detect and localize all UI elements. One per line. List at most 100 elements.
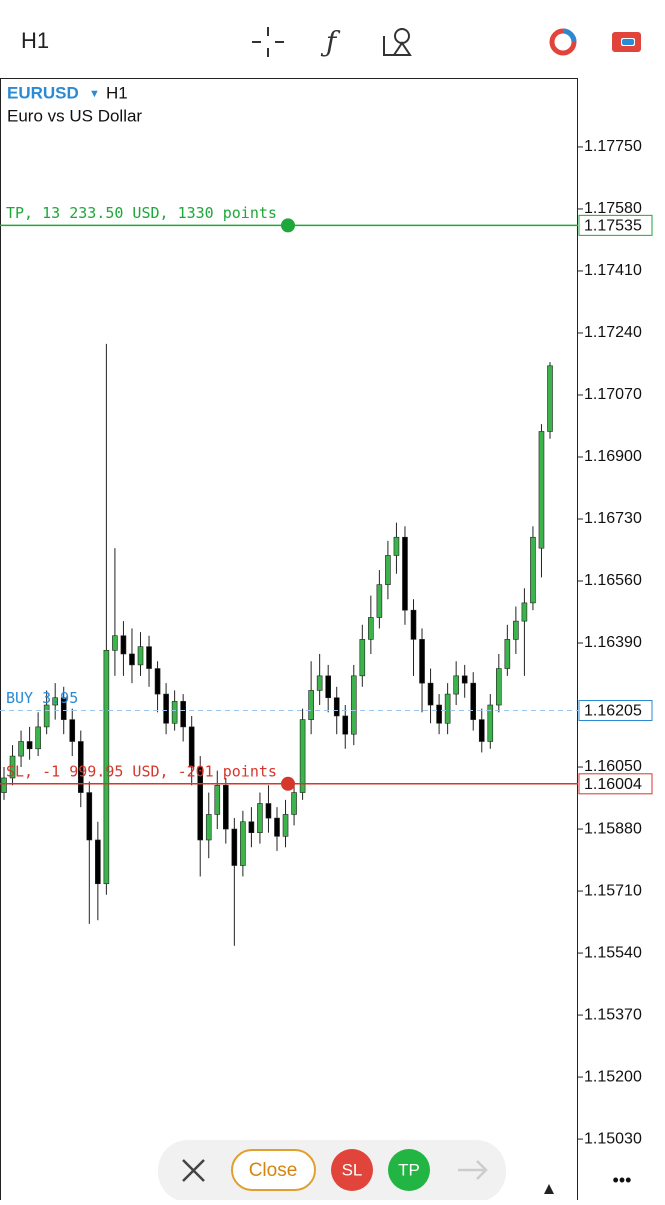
candle-body — [95, 839, 101, 885]
candle-body — [103, 650, 110, 885]
close-label[interactable]: Close — [249, 1160, 298, 1181]
candle-body — [180, 701, 186, 728]
candle-body — [496, 668, 502, 706]
candle-body — [240, 821, 246, 866]
candle-body — [43, 704, 50, 728]
y-tick-label: 1.15200 — [584, 1068, 642, 1085]
level-label: TP, 13 233.50 USD, 1330 points — [6, 204, 277, 222]
y-tick-label: 1.17070 — [584, 386, 642, 403]
trade-icon[interactable] — [549, 28, 577, 56]
candle-body — [470, 682, 477, 720]
candle-body — [342, 715, 349, 735]
chart-timeframe: H1 — [106, 83, 128, 102]
candle-body — [86, 792, 93, 841]
level-label: BUY 3.95 — [6, 689, 78, 707]
candle-body — [427, 682, 434, 706]
candle-body — [171, 701, 178, 724]
y-tick-label: 1.15710 — [584, 882, 642, 899]
objects-icon[interactable] — [383, 28, 412, 56]
price-axis: 1.17750 1.17580 1.17410 1.17240 1.17070 1.169… — [578, 138, 642, 1147]
level-price-box — [578, 699, 653, 721]
candle-body — [521, 602, 528, 622]
y-tick-label: 1.15370 — [584, 1006, 642, 1023]
candle-body — [410, 609, 417, 640]
candle-body — [231, 828, 238, 866]
candle-body — [26, 741, 33, 750]
candle-body — [359, 639, 366, 677]
candle-body — [282, 814, 289, 837]
candle-body — [538, 431, 545, 549]
sl-label[interactable]: SL — [342, 1160, 363, 1179]
candle-body — [248, 821, 255, 833]
candle-body — [214, 784, 221, 815]
candle-body — [368, 617, 374, 640]
candle-body — [291, 792, 297, 815]
level-price-box — [578, 773, 653, 795]
more-button[interactable]: ••• — [613, 1170, 632, 1190]
candle-body — [69, 719, 76, 742]
candle-body — [547, 365, 553, 432]
candle-body — [274, 817, 280, 837]
next-button[interactable] — [458, 1160, 488, 1180]
candle-body — [393, 536, 400, 556]
candle-body — [223, 784, 229, 830]
candle-body — [120, 635, 127, 655]
close-button[interactable] — [231, 1149, 316, 1191]
candle-body — [308, 690, 314, 720]
symbol-dropdown[interactable]: ▼ — [89, 88, 100, 100]
candle-body — [299, 719, 306, 793]
candle-body — [77, 741, 84, 793]
plot-frame — [0, 78, 578, 1205]
tp-button[interactable] — [388, 1149, 430, 1191]
level-handle[interactable] — [281, 776, 295, 791]
candle-body — [325, 675, 331, 699]
candle-body — [18, 741, 24, 757]
y-tick-label: 1.15540 — [584, 944, 642, 961]
candle-body — [436, 704, 442, 724]
crosshair-icon[interactable] — [252, 27, 284, 57]
candle-body — [154, 668, 161, 695]
cancel-button[interactable] — [182, 1159, 205, 1182]
candle-body — [205, 814, 212, 841]
candle-body — [453, 675, 459, 695]
level-price: 1.16004 — [584, 776, 642, 793]
candle-body — [376, 584, 383, 618]
level-handle[interactable] — [281, 218, 295, 233]
tp-label[interactable]: TP — [398, 1160, 420, 1179]
scroll-up-icon[interactable] — [544, 1184, 554, 1194]
candle-body — [530, 536, 536, 604]
candle-body — [419, 639, 425, 684]
y-tick-label: 1.17410 — [584, 262, 642, 279]
sl-button[interactable] — [331, 1149, 373, 1191]
candle-body — [350, 675, 357, 735]
candle-body — [35, 726, 41, 750]
candle-body — [513, 620, 519, 640]
y-tick-label: 1.16050 — [584, 758, 642, 775]
candle-body — [257, 803, 263, 833]
candle-body — [265, 803, 272, 819]
candle-body — [487, 704, 494, 742]
candle-body — [112, 635, 118, 651]
y-tick-label: 1.17750 — [584, 138, 642, 155]
level-price: 1.17535 — [584, 218, 642, 235]
timeframe-button[interactable]: H1 — [21, 28, 49, 53]
y-tick-label: 1.16730 — [584, 510, 642, 527]
candle-body — [444, 693, 451, 724]
level-price-box — [578, 214, 653, 236]
candle-body — [146, 646, 152, 669]
candle-body — [60, 697, 67, 720]
indicators-icon[interactable]: ƒ — [320, 26, 341, 59]
candle-body — [163, 693, 169, 724]
candles — [1, 343, 553, 946]
account-icon[interactable] — [612, 32, 641, 52]
candle-body — [385, 555, 391, 585]
y-tick-label: 1.15880 — [584, 820, 642, 837]
level-price: 1.16205 — [584, 703, 642, 720]
candle-body — [188, 726, 195, 768]
y-tick-label: 1.16390 — [584, 634, 642, 651]
candle-body — [197, 766, 204, 841]
y-tick-label: 1.16560 — [584, 572, 642, 589]
symbol[interactable]: EURUSD — [7, 83, 79, 102]
candle-body — [478, 719, 485, 742]
